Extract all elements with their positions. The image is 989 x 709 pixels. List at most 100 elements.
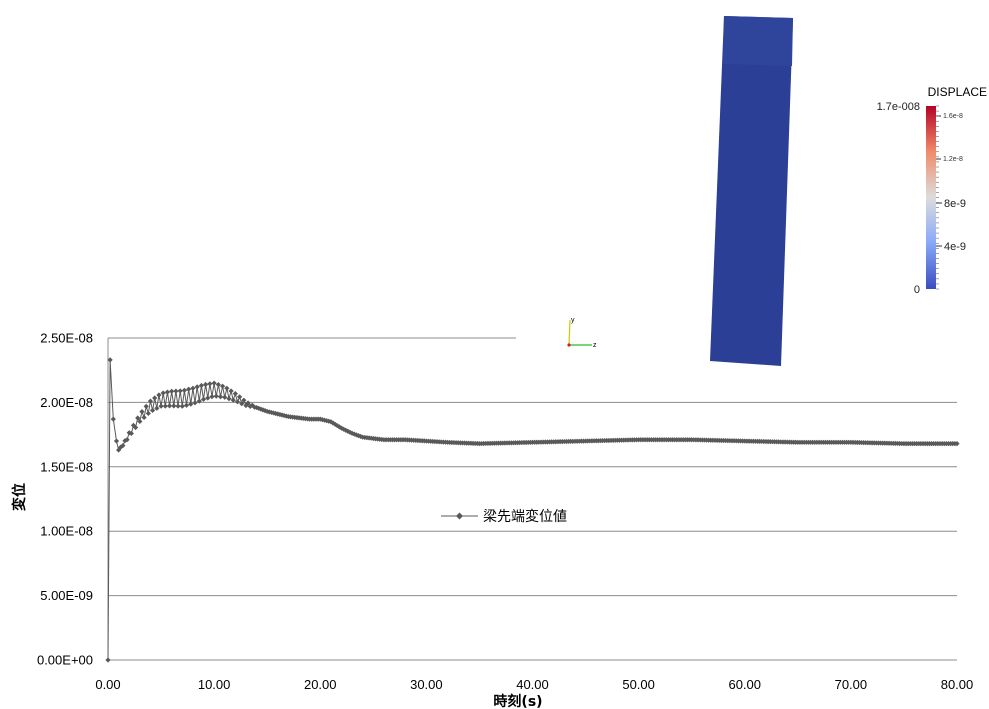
- data-point: [340, 426, 347, 432]
- data-point: [158, 403, 164, 409]
- data-point: [132, 424, 139, 431]
- data-point: [116, 447, 122, 453]
- data-point: [236, 394, 243, 400]
- x-tick-label: 80.00: [941, 677, 974, 692]
- data-point: [166, 403, 173, 409]
- x-tick-label: 10.00: [198, 677, 231, 692]
- y-axis-title: 変位: [11, 483, 28, 511]
- colorbar-major-tick-0: 8e-9: [944, 198, 966, 210]
- data-point: [156, 392, 162, 398]
- data-point: [181, 387, 188, 393]
- legend-marker: [456, 512, 463, 520]
- data-point: [209, 393, 215, 400]
- data-point: [128, 430, 134, 437]
- beam-top-face: [723, 16, 793, 66]
- data-point: [152, 395, 158, 401]
- data-point: [113, 438, 120, 444]
- data-point: [213, 393, 219, 399]
- data-point: [196, 398, 202, 404]
- data-point: [124, 437, 130, 443]
- data-point: [230, 397, 236, 403]
- colorbar-max-label: 1.7e-008: [877, 101, 920, 113]
- data-point: [355, 433, 362, 439]
- axes-triad: y z: [567, 317, 597, 349]
- data-point: [143, 403, 149, 409]
- data-point: [145, 410, 151, 417]
- data-point: [107, 357, 113, 363]
- data-point: [351, 431, 357, 437]
- data-point: [349, 430, 355, 436]
- data-point: [175, 403, 181, 409]
- beam-body: [710, 16, 793, 366]
- data-point: [192, 400, 198, 406]
- y-tick-labels: 0.00E+00 5.00E-09 1.00E-08 1.50E-08 2.00E-08…: [37, 331, 93, 668]
- data-point: [186, 386, 192, 392]
- data-point: [122, 438, 128, 444]
- series-group: [105, 357, 960, 663]
- data-point: [232, 391, 238, 397]
- data-point: [226, 396, 232, 402]
- y-tick-label: 2.50E-08: [40, 331, 93, 346]
- data-point: [105, 657, 111, 663]
- colorbar-minor-tick-1: 1.2e-8: [943, 156, 963, 163]
- colorbar-min-label: 0: [914, 284, 920, 296]
- x-tick-labels: 0.00 10.00 20.00 30.00 40.00 50.00 60.00 70.00 8…: [95, 677, 973, 692]
- data-point: [120, 443, 126, 449]
- data-point: [220, 383, 226, 389]
- x-tick-label: 40.00: [516, 677, 549, 692]
- data-point: [338, 425, 345, 431]
- data-point: [211, 380, 217, 386]
- data-point: [217, 394, 224, 400]
- data-point: [228, 388, 234, 394]
- y-tick-label: 2.00E-08: [40, 395, 93, 410]
- data-point: [135, 415, 141, 421]
- data-point: [224, 385, 230, 391]
- legend: 梁先端変位値: [441, 508, 567, 525]
- x-tick-label: 70.00: [835, 677, 868, 692]
- x-tick-label: 30.00: [410, 677, 443, 692]
- data-point: [194, 384, 200, 390]
- data-point: [173, 388, 179, 394]
- data-point: [245, 400, 251, 406]
- data-point: [139, 409, 145, 415]
- data-point: [188, 401, 194, 407]
- x-tick-label: 50.00: [622, 677, 655, 692]
- colorbar-major-tick-1: 4e-9: [944, 241, 966, 253]
- triad-z-label: z: [593, 342, 597, 349]
- data-point: [256, 405, 262, 411]
- data-point: [332, 421, 338, 427]
- data-point: [149, 407, 156, 413]
- colorbar: DISPLACE 1.7e-008 0 1.6e-8 1.2e-8 8e-9 4…: [877, 85, 987, 296]
- y-tick-label: 1.50E-08: [40, 459, 93, 474]
- data-point: [954, 441, 960, 447]
- data-point: [222, 394, 228, 400]
- beam-render: [710, 16, 793, 366]
- data-point: [241, 397, 247, 403]
- data-point: [179, 403, 185, 409]
- data-point: [249, 402, 255, 408]
- data-point: [239, 401, 245, 407]
- data-point: [190, 385, 196, 391]
- data-point: [205, 395, 211, 401]
- data-point: [336, 424, 342, 430]
- data-point: [141, 414, 147, 421]
- data-point: [171, 403, 177, 409]
- data-point: [183, 402, 190, 408]
- axes: [107, 338, 957, 661]
- data-point: [328, 419, 334, 425]
- y-tick-label: 0.00E+00: [37, 653, 93, 668]
- x-axis-title: 時刻(s): [493, 693, 542, 709]
- data-point: [215, 382, 221, 388]
- data-point: [160, 390, 166, 396]
- gridlines: [108, 337, 957, 597]
- data-point: [345, 428, 351, 434]
- data-point: [200, 396, 207, 402]
- data-point: [343, 427, 349, 433]
- data-point: [154, 405, 160, 411]
- data-point: [198, 382, 204, 389]
- legend-entry: 梁先端変位値: [483, 508, 567, 525]
- data-point: [203, 381, 209, 388]
- triad-y-label: y: [571, 317, 575, 324]
- colorbar-title: DISPLACE: [928, 85, 987, 99]
